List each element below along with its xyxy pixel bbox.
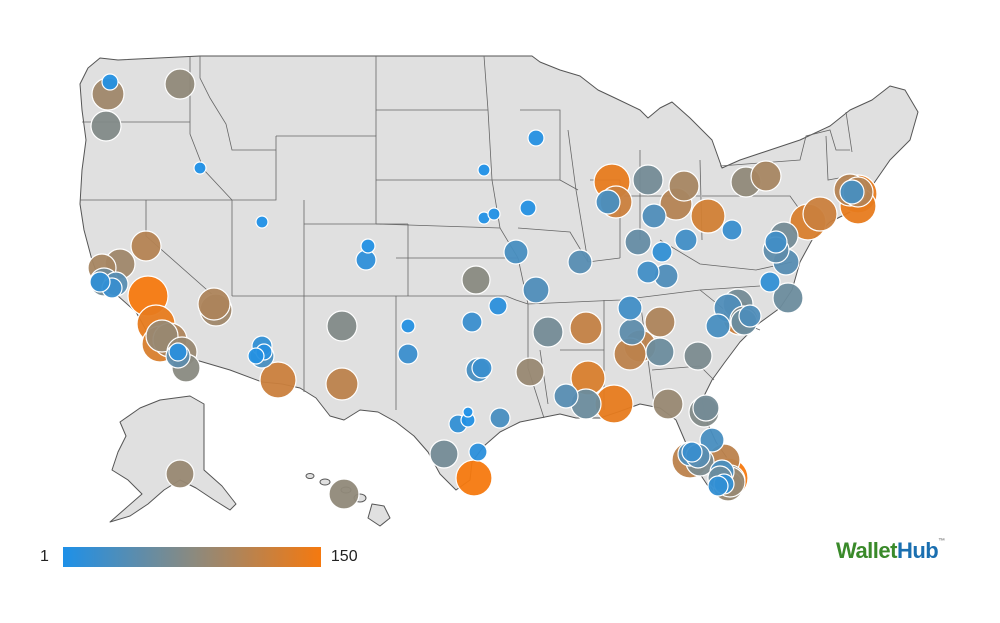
city-marker bbox=[764, 230, 788, 254]
city-marker bbox=[197, 287, 231, 321]
city-marker bbox=[674, 228, 698, 252]
city-marker bbox=[652, 388, 684, 420]
city-marker bbox=[477, 163, 491, 177]
city-marker bbox=[641, 203, 667, 229]
city-marker bbox=[681, 441, 703, 463]
city-marker bbox=[90, 110, 122, 142]
legend-max-label: 150 bbox=[330, 548, 358, 565]
city-marker bbox=[89, 271, 111, 293]
city-marker bbox=[750, 160, 782, 192]
city-marker bbox=[759, 271, 781, 293]
city-marker bbox=[462, 406, 474, 418]
city-marker bbox=[705, 313, 731, 339]
city-marker bbox=[721, 219, 743, 241]
city-marker bbox=[461, 311, 483, 333]
city-marker bbox=[532, 316, 564, 348]
logo-wallet-text: Wallet bbox=[836, 538, 897, 563]
city-marker bbox=[632, 164, 664, 196]
city-marker bbox=[636, 260, 660, 284]
city-marker bbox=[651, 241, 673, 263]
contiguous-us-outline bbox=[79, 55, 919, 501]
city-marker bbox=[461, 265, 491, 295]
city-marker bbox=[738, 304, 762, 328]
city-marker bbox=[360, 238, 376, 254]
city-markers bbox=[87, 68, 878, 510]
city-marker bbox=[668, 170, 700, 202]
legend-min-label: 1 bbox=[40, 548, 49, 565]
city-marker bbox=[617, 295, 643, 321]
city-marker bbox=[168, 342, 188, 362]
city-marker bbox=[569, 311, 603, 345]
city-marker bbox=[488, 296, 508, 316]
city-marker bbox=[707, 475, 729, 497]
city-marker bbox=[519, 199, 537, 217]
city-marker bbox=[618, 318, 646, 346]
logo-hub-text: Hub bbox=[896, 538, 939, 563]
city-marker bbox=[772, 282, 804, 314]
city-marker bbox=[595, 189, 621, 215]
alaska-outline bbox=[109, 395, 237, 523]
city-marker bbox=[522, 276, 550, 304]
city-marker bbox=[645, 337, 675, 367]
city-marker bbox=[471, 357, 493, 379]
city-marker bbox=[255, 215, 269, 229]
city-marker bbox=[839, 179, 865, 205]
city-marker bbox=[101, 73, 119, 91]
city-marker bbox=[193, 161, 207, 175]
city-marker bbox=[165, 459, 195, 489]
wallethub-logo: WalletHub™ bbox=[836, 538, 945, 564]
city-marker bbox=[699, 427, 725, 453]
city-marker bbox=[802, 196, 838, 232]
city-marker bbox=[489, 407, 511, 429]
city-marker bbox=[567, 249, 593, 275]
city-marker bbox=[397, 343, 419, 365]
city-marker bbox=[455, 459, 493, 497]
city-marker bbox=[692, 394, 720, 422]
city-marker bbox=[690, 198, 726, 234]
city-marker bbox=[325, 367, 359, 401]
city-marker bbox=[164, 68, 196, 100]
city-marker bbox=[259, 361, 297, 399]
city-marker bbox=[515, 357, 545, 387]
city-marker bbox=[326, 310, 358, 342]
city-marker bbox=[683, 341, 713, 371]
legend-gradient-bar bbox=[62, 547, 321, 567]
city-marker bbox=[553, 383, 579, 409]
city-marker bbox=[644, 306, 676, 338]
city-marker bbox=[328, 478, 360, 510]
city-marker bbox=[624, 228, 652, 256]
logo-trademark: ™ bbox=[938, 538, 945, 545]
city-marker bbox=[503, 239, 529, 265]
city-marker bbox=[247, 347, 265, 365]
city-marker bbox=[527, 129, 545, 147]
city-marker bbox=[487, 207, 501, 221]
city-marker bbox=[429, 439, 459, 469]
color-legend: 1 150 bbox=[40, 544, 358, 570]
city-marker bbox=[400, 318, 416, 334]
city-marker bbox=[468, 442, 488, 462]
city-marker bbox=[130, 230, 162, 262]
